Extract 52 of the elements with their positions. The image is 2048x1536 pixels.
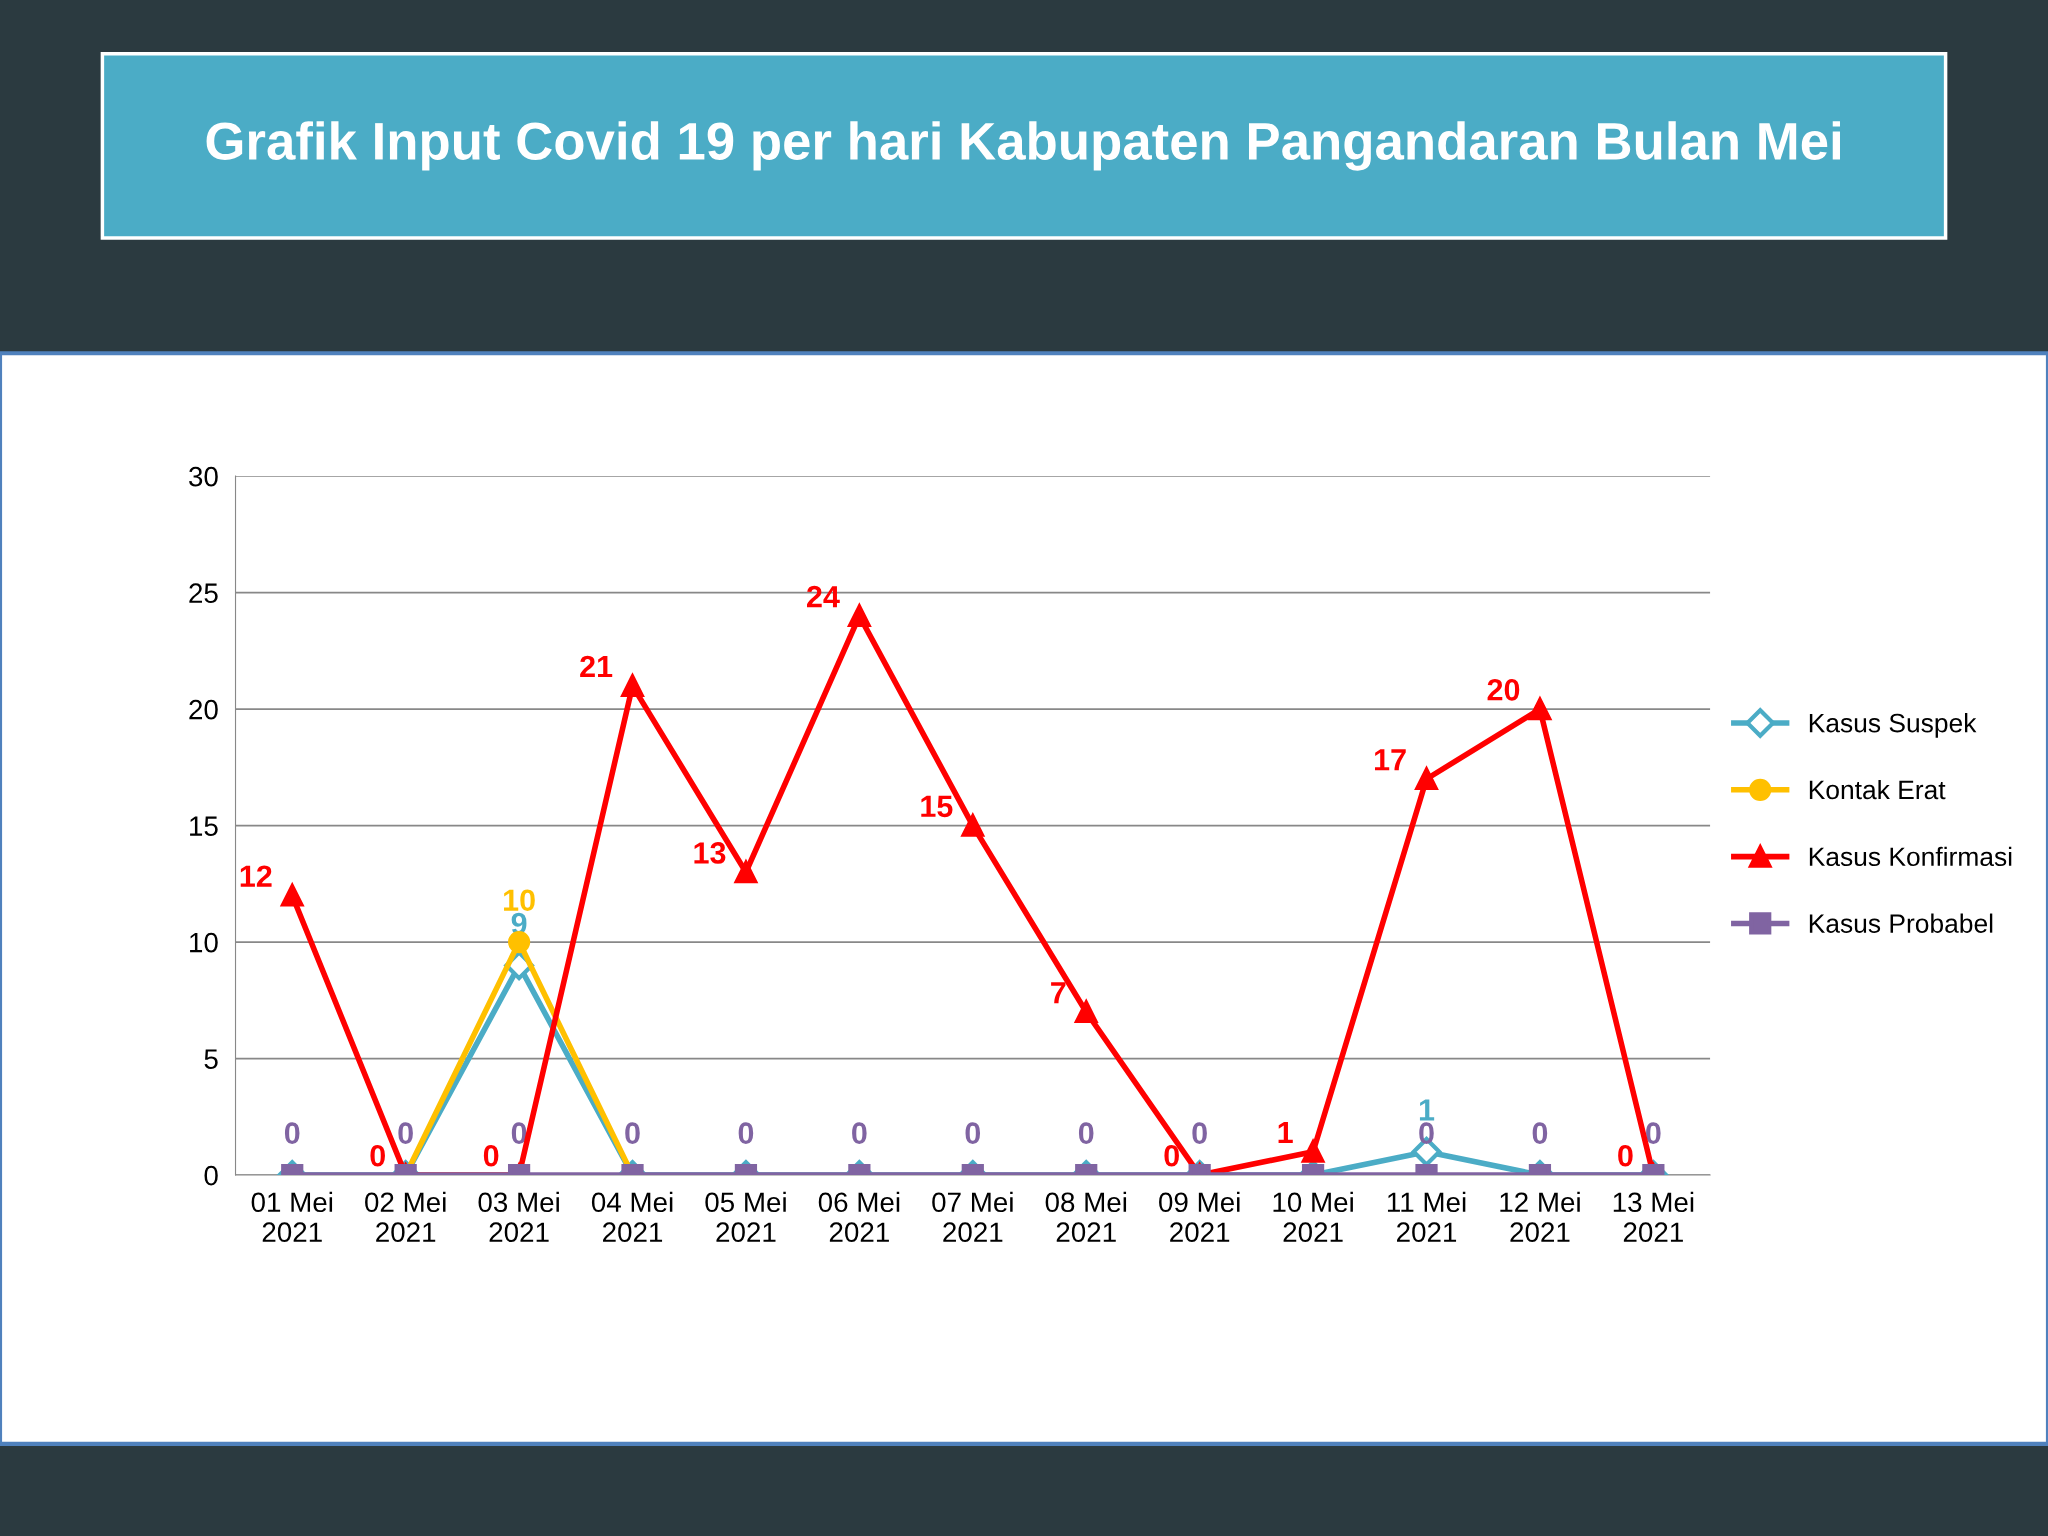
chart-title: Grafik Input Covid 19 per hari Kabupaten Pangandaran Bulan Mei [206, 121, 1840, 171]
x-tick-label: 03 Mei 2021 [478, 1191, 559, 1243]
y-tick-label: 30 [189, 466, 218, 487]
data-label: 0 [284, 1122, 300, 1144]
legend-label: Kasus Suspek [1809, 713, 1977, 738]
y-tick-label: 25 [189, 583, 218, 603]
data-label: 0 [1192, 1122, 1207, 1144]
legend-label: Kasus Probabel [1809, 913, 1993, 933]
x-tick-label: 01 Mei 2021 [251, 1191, 333, 1243]
data-label: 0 [1618, 1144, 1633, 1167]
data-label: 20 [1487, 679, 1520, 701]
data-label: 12 [240, 865, 272, 887]
x-tick-label: 02 Mei 2021 [365, 1191, 446, 1243]
x-tick-label: 11 Mei 2021 [1387, 1191, 1466, 1243]
data-label: 13 [694, 842, 726, 864]
data-label: 0 [1078, 1122, 1094, 1144]
data-label: 0 [398, 1122, 413, 1144]
data-label: 0 [483, 1144, 499, 1167]
data-label: 0 [1164, 1144, 1179, 1167]
data-label: 0 [1419, 1122, 1434, 1144]
x-tick-label: 09 Mei 2021 [1159, 1191, 1240, 1243]
data-label: 7 [1051, 982, 1066, 1004]
x-tick-label: 07 Mei 2021 [932, 1191, 1013, 1243]
data-label: 15 [921, 795, 953, 818]
data-label: 0 [625, 1122, 640, 1144]
y-tick-label: 10 [190, 932, 218, 953]
data-label: 0 [1532, 1122, 1548, 1144]
x-tick-label: 06 Mei 2021 [818, 1191, 900, 1243]
y-tick-label: 20 [189, 699, 218, 720]
x-tick-label: 13 Mei 2021 [1613, 1191, 1694, 1243]
x-tick-label: 08 Mei 2021 [1045, 1191, 1127, 1243]
x-tick-label: 05 Mei 2021 [705, 1191, 786, 1243]
x-tick-label: 12 Mei 2021 [1500, 1191, 1580, 1243]
data-label: 1 [1278, 1121, 1293, 1143]
y-tick-label: 5 [204, 1049, 218, 1069]
data-label: 10 [504, 889, 535, 912]
legend-label: Kontak Erat [1809, 779, 1946, 800]
data-label: 0 [1646, 1122, 1661, 1144]
data-label: 21 [580, 655, 613, 678]
data-label: 0 [965, 1122, 981, 1144]
x-tick-label: 10 Mei 2021 [1273, 1191, 1353, 1243]
x-tick-label: 04 Mei 2021 [591, 1191, 673, 1243]
y-tick-label: 15 [190, 816, 218, 836]
data-label: 0 [511, 1122, 527, 1144]
data-label: 0 [738, 1122, 754, 1144]
y-tick-label: 0 [204, 1165, 218, 1186]
data-label: 0 [370, 1144, 385, 1167]
data-label: 17 [1375, 749, 1406, 771]
data-label: 1 [1419, 1099, 1435, 1121]
data-label: 0 [852, 1122, 867, 1144]
data-label: 24 [807, 585, 840, 608]
legend-label: Kasus Konfirmasi [1809, 846, 2012, 867]
